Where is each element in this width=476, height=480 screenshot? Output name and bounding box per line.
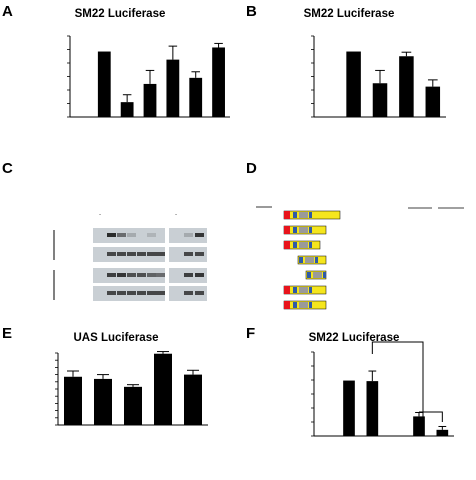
bar bbox=[143, 83, 157, 117]
blue-domain bbox=[309, 212, 312, 218]
blue-domain bbox=[309, 302, 312, 308]
blue-domain bbox=[323, 272, 326, 278]
bar bbox=[343, 380, 355, 436]
blot-band bbox=[107, 252, 116, 256]
bar bbox=[120, 102, 134, 117]
bar bbox=[94, 378, 112, 425]
chart-title-a: SM22 Luciferase bbox=[75, 8, 166, 20]
panel-label-d: D bbox=[246, 160, 257, 177]
blot-band bbox=[147, 233, 156, 237]
significance-bracket bbox=[419, 411, 443, 422]
panel-label-f: F bbox=[246, 325, 255, 342]
chart-title-f: SM22 Luciferase bbox=[309, 332, 400, 344]
blue-domain bbox=[309, 227, 312, 233]
blot-band bbox=[147, 291, 156, 295]
bar bbox=[425, 86, 441, 117]
red-domain bbox=[284, 211, 290, 219]
bar bbox=[64, 376, 82, 425]
blot-band bbox=[137, 252, 146, 256]
bar bbox=[436, 429, 449, 436]
blot-band bbox=[156, 252, 165, 256]
gray-domain bbox=[299, 242, 308, 248]
chart-b bbox=[311, 35, 446, 118]
blue-domain bbox=[293, 227, 297, 233]
blot-band bbox=[127, 291, 136, 295]
bar bbox=[97, 51, 111, 117]
bar bbox=[124, 386, 142, 425]
blot-band bbox=[107, 273, 116, 277]
bar bbox=[366, 381, 379, 436]
blot-band bbox=[127, 233, 136, 237]
blot-band bbox=[147, 273, 156, 277]
blue-domain bbox=[293, 287, 297, 293]
blot-band bbox=[184, 252, 193, 256]
bar bbox=[399, 56, 414, 117]
blot-band bbox=[184, 273, 193, 277]
blot-band bbox=[147, 252, 156, 256]
blot-band bbox=[117, 273, 126, 277]
gray-domain bbox=[313, 272, 322, 278]
gray-domain bbox=[299, 302, 308, 308]
blot-strip bbox=[93, 228, 165, 243]
blot-band bbox=[127, 273, 136, 277]
blot-band bbox=[156, 291, 165, 295]
blot-strip bbox=[169, 228, 207, 243]
blot-band bbox=[184, 233, 193, 237]
bar bbox=[184, 374, 202, 425]
red-domain bbox=[284, 286, 290, 294]
gray-domain bbox=[305, 257, 314, 263]
blue-domain bbox=[309, 287, 312, 293]
blot-band bbox=[117, 233, 126, 237]
bar bbox=[189, 77, 203, 117]
blot-band bbox=[195, 233, 204, 237]
blue-domain bbox=[293, 242, 297, 248]
red-domain bbox=[284, 241, 290, 249]
gray-domain bbox=[299, 287, 308, 293]
chart-f bbox=[311, 341, 454, 437]
blot-band bbox=[156, 273, 165, 277]
lane-sign: - bbox=[175, 212, 177, 218]
lane-sign: - bbox=[99, 212, 101, 218]
bar bbox=[372, 83, 388, 117]
panel-label-b: B bbox=[246, 3, 257, 20]
bar bbox=[166, 59, 180, 117]
bar bbox=[212, 47, 225, 117]
bar bbox=[154, 353, 172, 425]
red-domain bbox=[284, 301, 290, 309]
blue-domain bbox=[299, 257, 303, 263]
blue-domain bbox=[293, 302, 297, 308]
chart-title-b: SM22 Luciferase bbox=[304, 8, 395, 20]
blot-band bbox=[195, 291, 204, 295]
bar bbox=[413, 416, 425, 436]
panel-label-c: C bbox=[2, 160, 13, 177]
blot-band bbox=[107, 291, 116, 295]
panel-label-a: A bbox=[2, 3, 13, 20]
blot-band bbox=[195, 252, 204, 256]
blue-domain bbox=[315, 257, 318, 263]
red-domain bbox=[284, 226, 290, 234]
chart-title-e: UAS Luciferase bbox=[73, 332, 158, 344]
chart-a bbox=[67, 35, 230, 118]
blot-band bbox=[127, 252, 136, 256]
western-blot-panel: -- bbox=[53, 212, 207, 301]
gray-domain bbox=[299, 212, 308, 218]
blot-band bbox=[117, 252, 126, 256]
blue-domain bbox=[307, 272, 311, 278]
gray-domain bbox=[299, 227, 308, 233]
panel-label-e: E bbox=[2, 325, 12, 342]
bar bbox=[346, 51, 361, 117]
blot-band bbox=[184, 291, 193, 295]
blot-band bbox=[117, 291, 126, 295]
blot-band bbox=[137, 291, 146, 295]
chart-e bbox=[55, 351, 208, 426]
domain-diagram-panel bbox=[256, 206, 464, 310]
blue-domain bbox=[293, 212, 297, 218]
blot-band bbox=[195, 273, 204, 277]
blue-domain bbox=[309, 242, 312, 248]
blot-band bbox=[137, 273, 146, 277]
blot-band bbox=[107, 233, 116, 237]
significance-bracket bbox=[371, 341, 424, 418]
